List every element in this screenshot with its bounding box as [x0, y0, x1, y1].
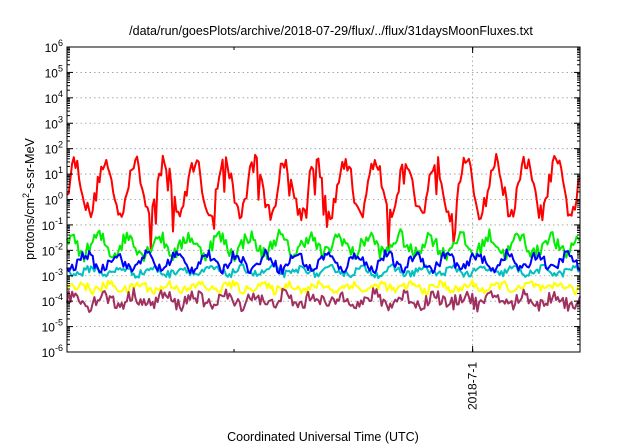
y-axis-title-base: protons/cm	[23, 198, 37, 260]
series-line-2	[66, 228, 581, 263]
series-lines	[66, 153, 581, 313]
y-tick-label: 104	[45, 89, 63, 106]
x-tick-labels: 2018-7-12018-7-62018-7-112018-7-162018-7…	[466, 362, 480, 410]
y-tick-label: 102	[45, 140, 63, 157]
y-tick-label: 101	[45, 165, 63, 182]
y-tick-label: 105	[45, 63, 63, 80]
y-tick-label: 100	[45, 191, 63, 208]
series-line-1	[66, 153, 581, 250]
y-axis-title-sup: 2	[21, 193, 31, 198]
y-axis-title-rest: -s-sr-MeV	[23, 137, 37, 193]
y-tick-label: 103	[45, 114, 63, 131]
y-tick-label: 10-1	[42, 216, 63, 233]
y-tick-label: 10-3	[42, 267, 63, 284]
y-tick-label: 10-2	[42, 241, 63, 258]
y-axis-title: protons/cm2-s-sr-MeV	[21, 137, 37, 259]
series-line-6	[66, 287, 581, 313]
axis-ticks	[67, 46, 580, 353]
x-tick-label: 2018-7-1	[466, 362, 480, 410]
series-line-5	[66, 279, 581, 296]
series-line-4	[66, 248, 581, 275]
y-tick-label: 10-6	[42, 343, 63, 360]
chart-title: /data/run/goesPlots/archive/2018-07-29/f…	[129, 24, 533, 38]
y-tick-label: 10-4	[42, 292, 63, 309]
y-tick-label: 106	[45, 38, 63, 55]
x-axis-title: Coordinated Universal Time (UTC)	[227, 430, 419, 444]
y-tick-label: 10-5	[42, 318, 63, 335]
y-tick-labels: 106 105 104 103 102 101 100 10-1 10-2 10-3 10-4 10-…	[42, 38, 63, 360]
